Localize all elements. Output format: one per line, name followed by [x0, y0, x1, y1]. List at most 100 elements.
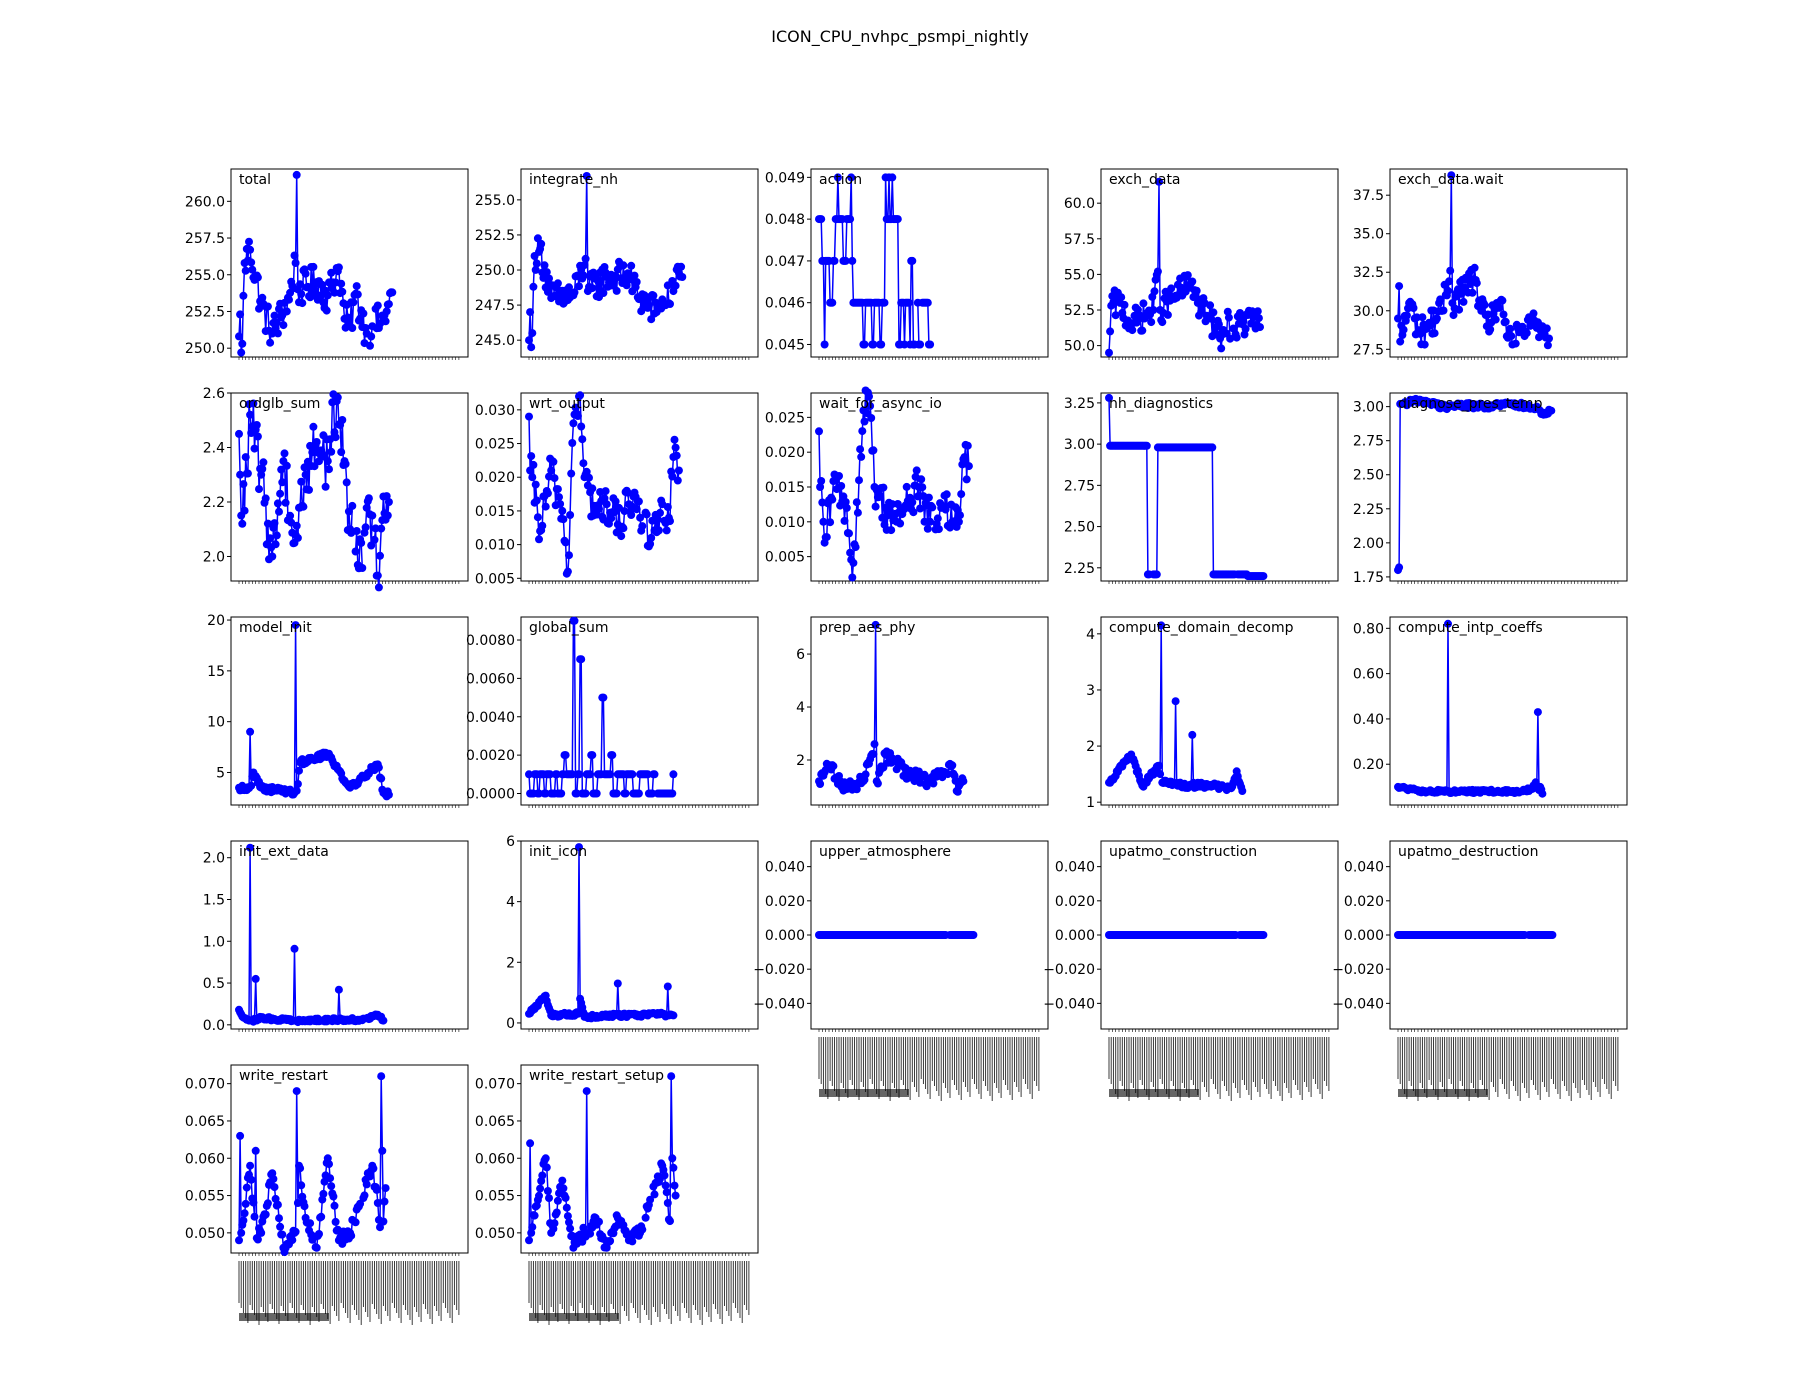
data-point: [908, 256, 917, 265]
data-point: [273, 1200, 282, 1209]
data-point: [270, 311, 279, 320]
x-tick-labels-block: [238, 1261, 460, 1325]
data-point: [546, 770, 555, 779]
data-point: [250, 1212, 259, 1221]
panel-model-init: 5 10 15 20 model_init: [207, 613, 469, 808]
data-point: [559, 515, 568, 524]
data-point: [1152, 570, 1161, 579]
y-tick-label: 0.020: [475, 470, 515, 486]
data-point: [663, 982, 672, 991]
data-point: [646, 540, 655, 548]
data-point: [669, 770, 678, 779]
panel-title: write_restart_setup: [529, 1068, 664, 1084]
x-ticks: [528, 1253, 750, 1256]
data-point: [347, 1231, 356, 1240]
data-point: [1491, 315, 1500, 324]
data-point: [319, 1189, 328, 1198]
data-point: [1206, 301, 1215, 310]
data-point: [841, 256, 850, 265]
data-point: [370, 535, 379, 544]
data-point: [376, 551, 384, 560]
data-point: [1506, 324, 1515, 333]
panel-title: diagnose_pres_temp: [1398, 396, 1543, 412]
y-tick-label: 1.75: [1353, 570, 1384, 586]
data-point: [636, 513, 645, 522]
data-point: [239, 1216, 248, 1225]
data-point: [555, 493, 563, 502]
data-point: [331, 1217, 340, 1226]
data-point: [678, 273, 687, 281]
y-tick-label: −0.040: [753, 996, 805, 1012]
data-point: [295, 766, 303, 775]
y-tick-label: 0.020: [765, 445, 805, 461]
y-tick-label: 0.80: [1353, 621, 1384, 637]
data-point: [1457, 289, 1466, 298]
data-point: [579, 271, 588, 280]
data-point: [1395, 282, 1404, 291]
data-point: [266, 534, 275, 543]
y-tick-label: 6: [506, 834, 515, 850]
y-tick-label: 0.0020: [466, 748, 515, 764]
data-point: [858, 427, 867, 436]
data-point: [364, 494, 373, 503]
y-tick-label: 0.0040: [466, 710, 515, 726]
data-point: [291, 621, 300, 630]
y-tick-label: 3.25: [1064, 396, 1095, 412]
data-point: [1223, 307, 1232, 316]
y-tick-label: 27.5: [1353, 342, 1384, 358]
data-point: [388, 288, 397, 297]
data-point: [1158, 318, 1167, 327]
data-point: [368, 511, 377, 520]
data-point: [362, 503, 371, 512]
data-point: [579, 459, 588, 468]
data-point: [282, 307, 291, 316]
data-point: [1208, 443, 1217, 452]
data-point: [245, 237, 253, 246]
y-tick-label: 0.070: [185, 1077, 225, 1093]
data-point: [662, 1188, 671, 1197]
data-point: [348, 324, 357, 332]
data-point: [828, 495, 837, 504]
data-point: [553, 279, 562, 288]
data-point: [1254, 314, 1263, 323]
data-point: [1529, 309, 1538, 318]
data-point: [248, 265, 257, 274]
y-tick-label: 6: [796, 647, 805, 663]
y-tick-label: 0.050: [185, 1226, 225, 1242]
y-tick-label: 0: [506, 1016, 515, 1032]
data-point: [1142, 441, 1151, 450]
data-point: [292, 170, 301, 179]
data-point: [381, 317, 390, 326]
data-point: [250, 444, 259, 453]
y-tick-label: 2.25: [1353, 502, 1384, 518]
data-point: [923, 524, 932, 533]
data-point: [1396, 337, 1405, 346]
data-point: [240, 1209, 249, 1218]
data-point: [648, 789, 657, 798]
data-point: [602, 500, 611, 509]
y-tick-label: 0.000: [1055, 928, 1095, 944]
data-point: [258, 465, 267, 473]
data-point: [619, 261, 628, 270]
data-point: [247, 1175, 256, 1184]
data-point: [1150, 287, 1159, 296]
data-point: [557, 789, 566, 798]
data-point: [865, 392, 873, 401]
data-point: [566, 1224, 575, 1233]
y-tick-label: 15: [207, 664, 225, 680]
data-point: [342, 478, 351, 487]
data-point: [671, 1191, 680, 1200]
y-tick-label: 0.0000: [466, 786, 515, 802]
y-tick-label: 0.045: [765, 337, 805, 353]
data-point: [820, 340, 829, 349]
data-point: [644, 301, 653, 310]
panel-write-restart-setup: 0.050 0.055 0.060 0.065 0.070 write_restart_s…: [475, 1064, 759, 1325]
data-point: [329, 1192, 338, 1201]
panel-title: upatmo_destruction: [1398, 844, 1538, 860]
data-point: [352, 282, 361, 291]
data-point: [663, 503, 672, 511]
y-tick-label: −0.040: [1043, 996, 1095, 1012]
data-point: [271, 540, 280, 549]
data-point: [841, 498, 850, 506]
x-ticks: [528, 805, 750, 808]
